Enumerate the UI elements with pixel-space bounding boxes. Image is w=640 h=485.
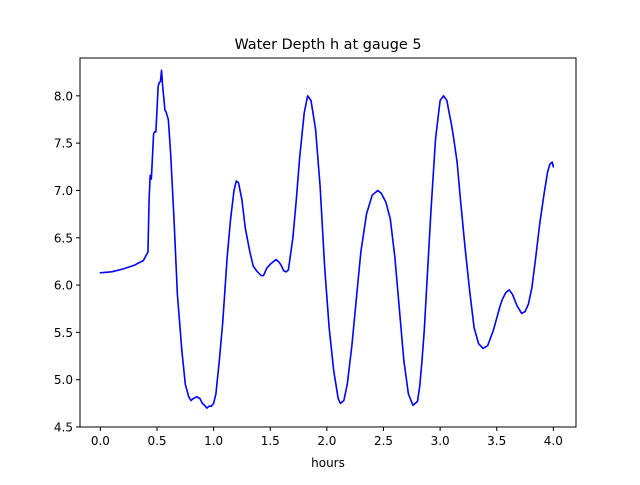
y-tick-label: 6.5 xyxy=(54,231,73,245)
x-tick-label: 0.5 xyxy=(147,434,166,448)
x-tick-label: 3.5 xyxy=(487,434,506,448)
x-tick-label: 1.5 xyxy=(261,434,280,448)
axes-frame xyxy=(79,57,577,428)
y-tick-label: 7.0 xyxy=(54,184,73,198)
x-tick-label: 2.5 xyxy=(374,434,393,448)
x-tick-label: 2.0 xyxy=(317,434,336,448)
series-line-0 xyxy=(99,69,555,409)
x-tick-label: 3.0 xyxy=(431,434,450,448)
chart-title: Water Depth h at gauge 5 xyxy=(234,37,421,53)
x-tick-label: 1.0 xyxy=(204,434,223,448)
y-tick-label: 5.0 xyxy=(54,373,73,387)
x-tick-label: 4.0 xyxy=(544,434,563,448)
y-tick-label: 4.5 xyxy=(54,421,73,435)
y-tick-label: 5.5 xyxy=(54,326,73,340)
y-tick-label: 8.0 xyxy=(54,89,73,103)
y-tick-label: 7.5 xyxy=(54,137,73,151)
y-tick-label: 6.0 xyxy=(54,279,73,293)
x-axis-label: hours xyxy=(311,456,345,470)
x-tick-label: 0.0 xyxy=(91,434,110,448)
plot-area: 0.0 0.5 1.0 1.5 2.0 2.5 3.0 3.5 4.0 4.5 5.0 5.5 6.0 6… xyxy=(54,57,577,448)
